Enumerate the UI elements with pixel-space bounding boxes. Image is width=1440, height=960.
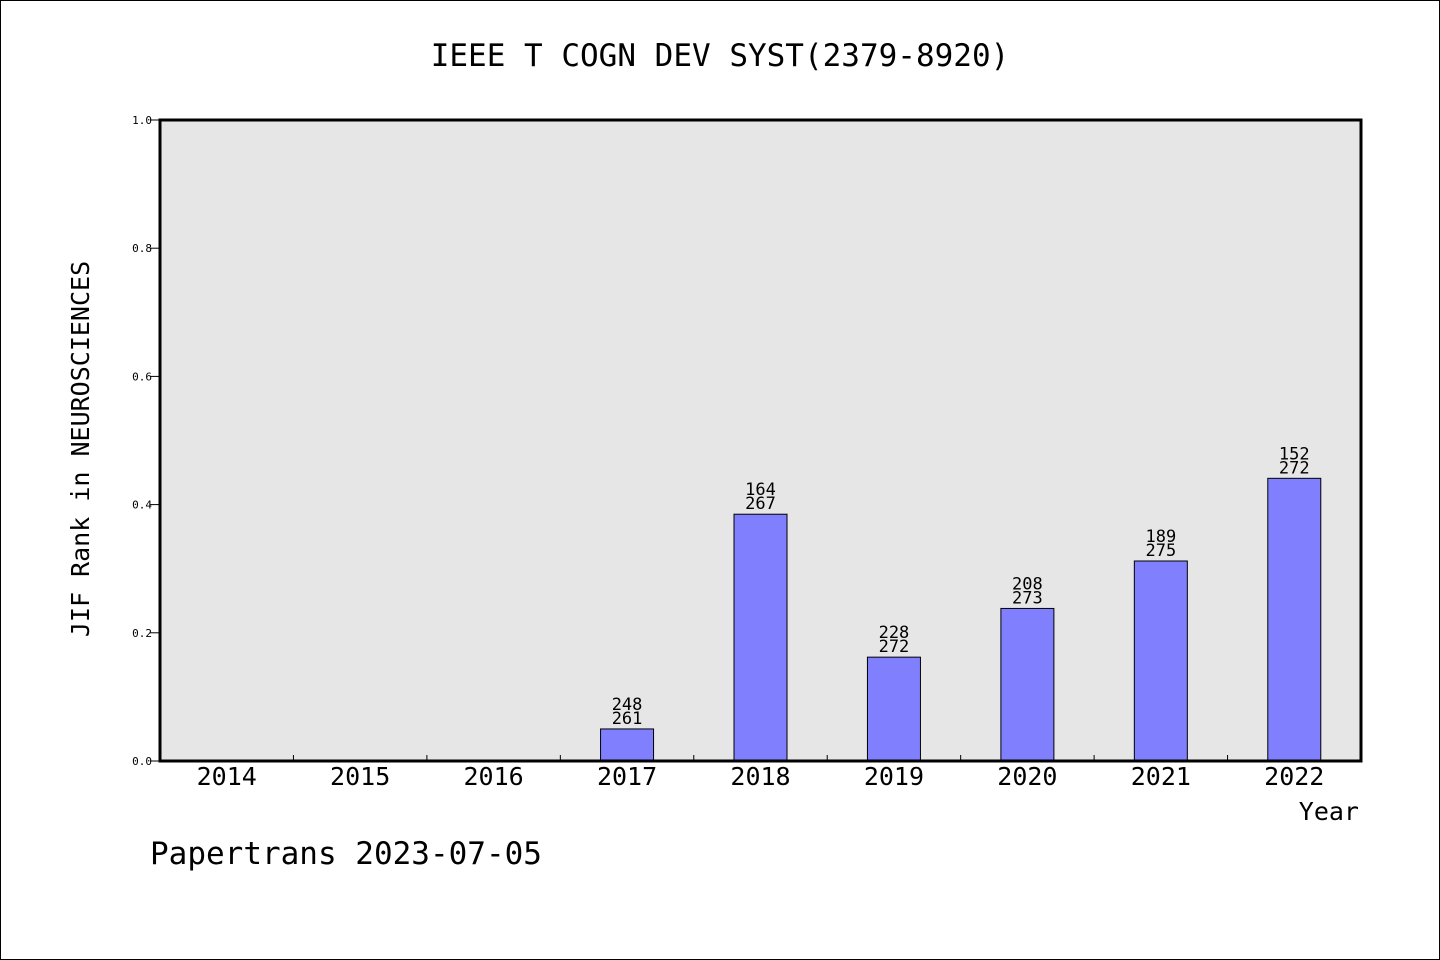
x-tick-label: 2019	[864, 762, 924, 791]
x-tick-label: 2020	[997, 762, 1057, 791]
x-tick-label: 2016	[464, 762, 524, 791]
bar-rank-label: 228	[879, 623, 910, 643]
bars-group	[600, 477, 1322, 762]
bar	[866, 656, 921, 762]
bar-rank-label: 164	[745, 480, 776, 500]
plot-border	[158, 118, 1363, 763]
bar-total-label: 275	[1145, 541, 1176, 561]
x-axis-label: Year	[1299, 797, 1359, 826]
footer-watermark: Papertrans 2023-07-05	[150, 836, 542, 872]
bar	[1133, 560, 1188, 762]
bar-total-label: 267	[745, 494, 776, 514]
bar-rank-label: 208	[1012, 574, 1043, 594]
y-tick-label: 1.0	[132, 114, 152, 127]
x-tick-label: 2014	[197, 762, 257, 791]
bar	[1267, 477, 1322, 762]
bar-total-label: 261	[612, 709, 643, 729]
bar	[600, 728, 655, 762]
y-tick-label: 0.8	[132, 242, 152, 255]
bar-rank-label: 189	[1145, 527, 1176, 547]
bar-total-label: 273	[1012, 588, 1043, 608]
bar-rank-label: 248	[612, 695, 643, 715]
bar	[733, 513, 788, 762]
y-axis-ticks: 0.0 0.2 0.4 0.6 0.8 1.0	[132, 114, 160, 768]
bar-total-label: 272	[879, 637, 910, 657]
bar-total-label: 272	[1279, 458, 1310, 478]
bar	[1000, 607, 1055, 762]
y-tick-label: 0.4	[132, 499, 152, 512]
x-tick-label: 2017	[597, 762, 657, 791]
bar-rank-label: 152	[1279, 444, 1310, 464]
y-tick-label: 0.0	[132, 755, 152, 768]
x-tick-label: 2015	[330, 762, 390, 791]
x-tick-label: 2018	[730, 762, 790, 791]
x-tick-label: 2022	[1264, 762, 1324, 791]
y-tick-label: 0.2	[132, 627, 152, 640]
y-tick-label: 0.6	[132, 370, 152, 383]
x-tick-label: 2021	[1131, 762, 1191, 791]
y-axis-label: JIF Rank in NEUROSCIENCES	[66, 261, 95, 637]
x-axis-ticks: 2014 2015 2016 2017 2018 2019 2020 2021 2022	[197, 755, 1324, 791]
chart-title: IEEE T COGN DEV SYST(2379-8920)	[431, 38, 1010, 74]
